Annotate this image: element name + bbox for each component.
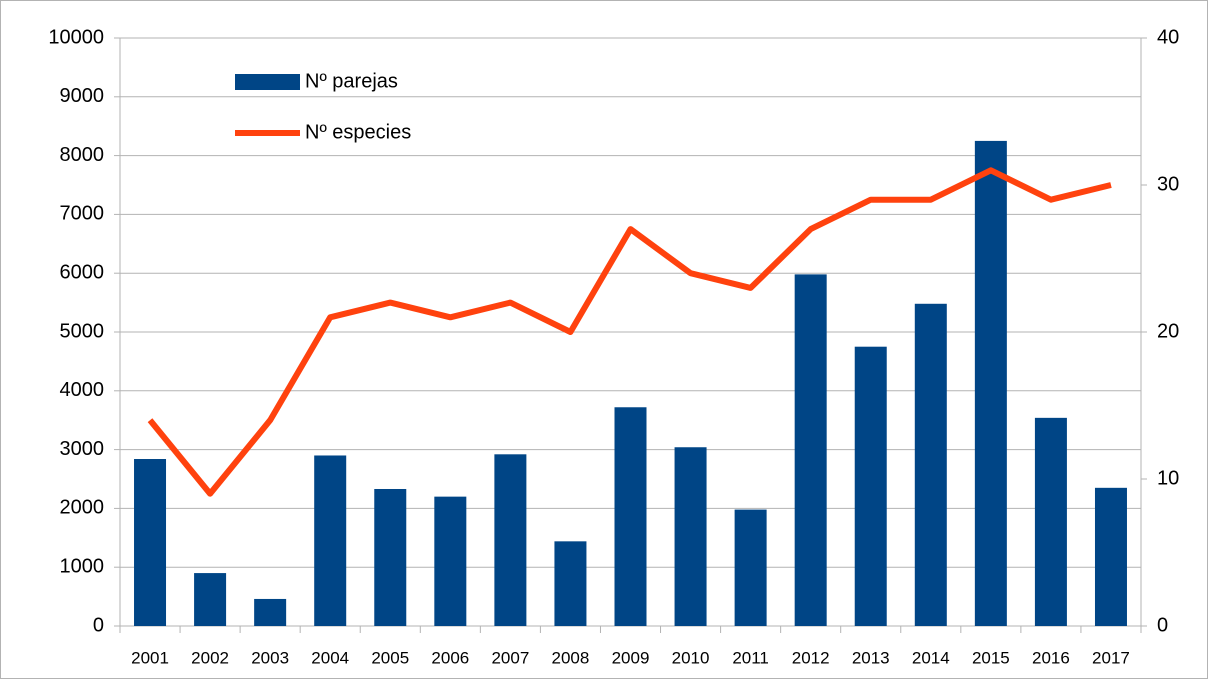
x-tick-label: 2005: [371, 648, 409, 667]
bar: [674, 447, 707, 626]
x-tick-label: 2003: [251, 648, 289, 667]
y-tick-label: 8000: [60, 144, 105, 166]
y-tick-label: 0: [93, 614, 104, 636]
x-tick-label: 2004: [311, 648, 349, 667]
bar: [1034, 417, 1067, 626]
y-tick-label: 4000: [60, 379, 105, 401]
x-tick-label: 2006: [431, 648, 469, 667]
bar: [374, 488, 407, 626]
bar: [614, 407, 647, 626]
y2-tick-label: 10: [1157, 467, 1179, 489]
bar: [794, 274, 827, 626]
x-tick-label: 2016: [1032, 648, 1070, 667]
bar: [434, 496, 467, 626]
x-tick-label: 2015: [972, 648, 1010, 667]
x-tick-label: 2011: [732, 648, 769, 667]
y-tick-label: 1000: [60, 555, 105, 577]
legend-label: Nº parejas: [305, 70, 398, 92]
y-tick-label: 2000: [60, 497, 105, 519]
legend-label: Nº especies: [305, 121, 411, 143]
x-tick-label: 2017: [1092, 648, 1130, 667]
bar: [254, 598, 287, 626]
y-tick-label: 3000: [60, 438, 105, 460]
bar: [734, 509, 767, 626]
y2-tick-label: 0: [1157, 614, 1168, 636]
x-tick-label: 2014: [912, 648, 950, 667]
bar: [854, 346, 887, 626]
x-tick-label: 2008: [552, 648, 590, 667]
y2-tick-label: 30: [1157, 173, 1179, 195]
bar: [554, 541, 587, 626]
bar: [974, 140, 1007, 626]
x-tick-label: 2007: [491, 648, 529, 667]
bar: [914, 303, 947, 626]
legend-swatch: [235, 74, 300, 90]
bar: [494, 454, 527, 626]
x-tick-label: 2002: [191, 648, 229, 667]
x-tick-label: 2001: [131, 648, 169, 667]
bar: [194, 573, 227, 626]
y-tick-label: 7000: [60, 203, 105, 225]
bar: [1094, 487, 1127, 626]
bar: [314, 455, 347, 626]
x-tick-label: 2013: [852, 648, 890, 667]
y2-tick-label: 40: [1157, 26, 1179, 48]
bar: [134, 459, 167, 626]
y-tick-label: 6000: [60, 261, 105, 283]
x-tick-label: 2012: [792, 648, 830, 667]
y-tick-label: 9000: [60, 85, 105, 107]
y2-tick-label: 20: [1157, 320, 1179, 342]
x-tick-label: 2010: [672, 648, 710, 667]
line: [147, 167, 1112, 497]
x-tick-label: 2009: [612, 648, 650, 667]
y-tick-label: 5000: [60, 320, 105, 342]
y-tick-label: 10000: [48, 26, 104, 48]
